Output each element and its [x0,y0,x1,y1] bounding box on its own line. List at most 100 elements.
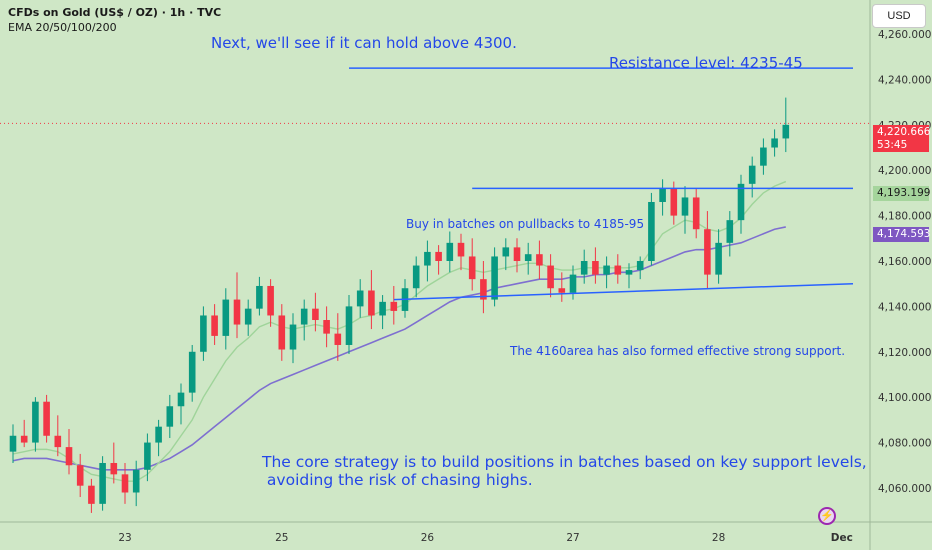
candle-body [20,435,28,443]
x-tick-label: 28 [712,532,725,544]
candle-body [110,462,118,475]
ema-short-line [12,180,787,482]
candle-body [300,308,308,325]
candle-body [468,256,476,280]
candle-body [670,188,678,216]
candle-body [312,308,319,321]
ema-long-tag: 4,174.593 [873,227,930,242]
annotation-buy-batches: Buy in batches on pullbacks to 4185-95 [406,217,645,231]
candle-body [99,462,106,504]
candle-body [536,254,543,266]
candle-body [524,254,532,261]
candle-body [267,285,274,316]
x-tick-label: 27 [566,532,579,544]
ema-long-line [12,226,786,471]
x-tick-label: 26 [421,532,435,544]
candle-body [132,469,140,493]
candle-body [43,401,50,436]
candle-body [32,401,39,443]
candle-body [289,324,297,350]
candle-body [547,265,554,289]
indicator-label[interactable]: EMA 20/50/100/200 [8,21,117,34]
candle-body [121,474,129,493]
candle-body [356,290,364,307]
candle-body [446,242,454,261]
candle-body [513,247,521,261]
candle-body [502,247,510,257]
candle-body [480,279,487,300]
last-price-value: 4,220.666 [877,126,931,138]
candle-body [782,124,790,139]
candle-body [323,320,330,334]
candle-body [491,256,498,300]
candle-body [659,188,666,202]
candle-body [76,465,84,486]
candle-body [760,147,767,166]
candle-body [648,201,655,261]
x-tick-label: 23 [118,532,131,544]
candle-body [603,265,610,275]
candle-body [9,435,17,452]
candle-body [636,261,644,271]
candle-body [614,265,622,275]
y-tick-label: 4,140.000 [878,301,931,313]
candle-body [278,315,286,350]
y-tick-label: 4,100.000 [878,392,931,404]
symbol-title[interactable]: CFDs on Gold (US$ / OZ) · 1h · TVC [8,6,222,19]
candle-body [726,220,734,243]
candle-body [681,197,689,216]
candle-body [558,288,566,293]
y-tick-label: 4,240.000 [878,74,931,86]
candle-body [211,315,218,336]
candle-body [412,265,420,289]
annotation-resistance: Resistance level: 4235-45 [609,54,803,72]
candle-body [592,261,599,275]
candle-body [144,442,151,470]
candle-body [580,261,588,275]
currency-button[interactable]: USD [872,4,926,28]
candle-body [166,406,174,427]
y-tick-label: 4,260.000 [878,29,931,41]
annotation-support: The 4160area has also formed effective s… [510,344,846,358]
ema-short-tag: 4,193.199 [873,186,930,201]
y-tick-label: 4,200.000 [878,165,931,177]
candle-body [457,242,465,257]
candle-body [569,274,577,293]
candle-body [88,485,95,504]
candle-body [65,447,73,466]
lightning-icon[interactable]: ⚡ [818,507,836,525]
candle-body [54,435,62,448]
candle-body [222,299,230,336]
candle-body [244,308,252,325]
candle-body [379,301,386,316]
y-tick-label: 4,120.000 [878,347,931,359]
x-tick-label: 25 [275,532,288,544]
y-tick-label: 4,160.000 [878,256,931,268]
last-price-tag: 4,220.666 53:45 [873,125,931,152]
candle-body [704,229,711,275]
candle-body [435,251,442,261]
candle-body [748,165,756,184]
candle-body [188,351,196,393]
candle-body [390,301,398,311]
x-tick-label: Dec [831,532,853,544]
candle-body [256,285,263,309]
candle-body [177,392,185,407]
candle-body [368,290,375,316]
y-tick-label: 4,080.000 [878,438,931,450]
candle-body [233,299,241,325]
candle-body [692,197,700,230]
y-tick-label: 4,180.000 [878,211,931,223]
candle-body [771,138,778,148]
candle-body [334,333,342,345]
candle-body [715,242,722,275]
trendline-support [393,282,854,301]
bar-countdown: 53:45 [877,139,908,151]
candle-body [345,306,353,345]
candle-body [155,426,162,443]
candle-body [424,251,431,266]
candle-body [200,315,207,352]
annotation-core-strategy: The core strategy is to build positions … [262,453,867,489]
